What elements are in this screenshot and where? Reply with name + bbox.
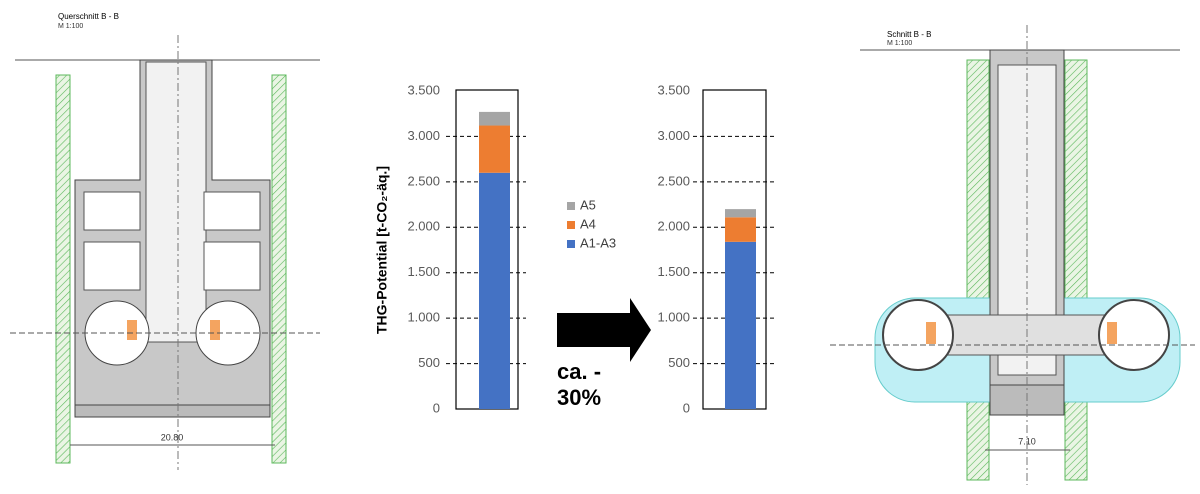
y-tick-label: 2.000 xyxy=(657,219,690,234)
annotation: 30% xyxy=(557,385,601,410)
y-tick-label: 2.000 xyxy=(407,219,440,234)
drawing-title: Schnitt B - B xyxy=(887,30,931,39)
drawing-left: Querschnitt B - B M 1:100 20.80 xyxy=(10,12,320,470)
y-tick-label: 500 xyxy=(418,355,440,370)
legend-label: A1-A3 xyxy=(580,235,616,250)
y-tick-label: 1.500 xyxy=(407,264,440,279)
y-tick-label: 0 xyxy=(433,400,440,415)
y-tick-label: 0 xyxy=(683,400,690,415)
y-tick-label: 500 xyxy=(668,355,690,370)
y-tick-label: 3.000 xyxy=(407,128,440,143)
arrow xyxy=(557,298,651,362)
y-tick-label: 1.000 xyxy=(657,310,690,325)
bar-segment xyxy=(725,217,756,242)
bar-segment xyxy=(725,209,756,218)
y-tick-label: 3.500 xyxy=(657,82,690,97)
y-tick-label: 3.000 xyxy=(657,128,690,143)
legend-label: A5 xyxy=(580,197,596,212)
y-tick-label: 1.000 xyxy=(407,310,440,325)
y-tick-label: 3.500 xyxy=(407,82,440,97)
legend-label: A4 xyxy=(580,216,596,231)
legend-swatch xyxy=(567,240,575,248)
dimension: 20.80 xyxy=(161,432,184,442)
y-tick-label: 2.500 xyxy=(407,173,440,188)
bar-segment xyxy=(725,241,756,409)
legend-swatch xyxy=(567,221,575,229)
y-axis-label: THG-Potential [t-CO₂-äq.] xyxy=(374,166,390,334)
y-tick-label: 1.500 xyxy=(657,264,690,279)
drawing-scale: M 1:100 xyxy=(887,40,912,47)
drawing-title: Querschnitt B - B xyxy=(58,12,119,21)
legend-swatch xyxy=(567,202,575,210)
bar-segment xyxy=(479,172,510,409)
annotation: ca. - xyxy=(557,359,601,384)
bar-segment xyxy=(479,125,510,173)
bar-segment xyxy=(479,111,510,126)
drawing-right: Schnitt B - B M 1:100 7.10 xyxy=(830,25,1195,485)
y-tick-label: 2.500 xyxy=(657,173,690,188)
drawing-scale: M 1:100 xyxy=(58,23,83,30)
